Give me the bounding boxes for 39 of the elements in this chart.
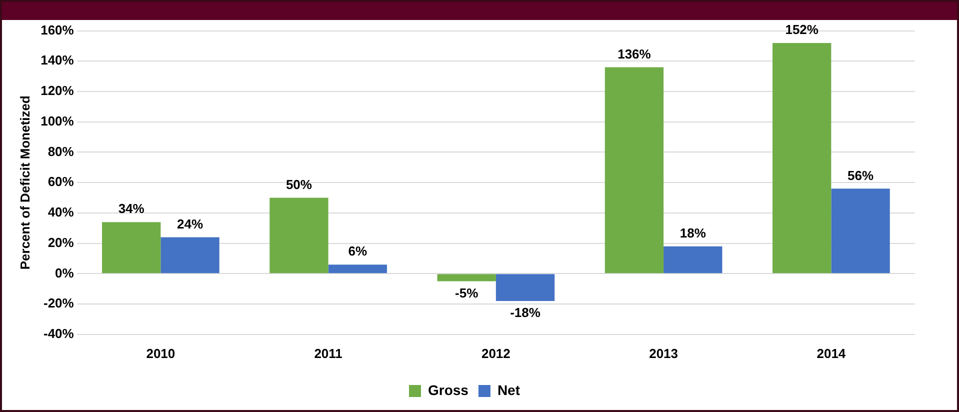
bar [604,67,664,274]
bar [270,198,328,274]
y-tick-label: 140% [40,52,74,68]
x-tick-label: 2014 [816,346,846,361]
data-label: -18% [510,305,541,320]
data-label: -5% [455,285,479,300]
bar [831,188,890,274]
data-label: 34% [118,201,145,216]
data-label: 24% [176,216,204,232]
y-tick-label: 40% [48,204,74,220]
legend-label: Gross [428,382,469,398]
data-label: 152% [785,22,819,38]
y-tick-label: -20% [43,296,74,311]
x-tick-label: 2013 [649,346,678,361]
bar [102,222,161,274]
bar [437,274,496,282]
data-label: 50% [286,176,312,192]
y-tick-label: -40% [43,326,74,341]
x-tick-label: 2010 [146,346,176,361]
data-label: 18% [680,225,706,240]
legend-label: Net [497,382,520,398]
bar [664,246,722,274]
y-tick-label: 0% [55,265,74,280]
bar [496,274,555,302]
y-tick-label: 60% [48,174,74,190]
bar [772,42,832,274]
data-label: 56% [848,168,874,183]
data-label: 6% [348,244,368,259]
y-axis-title: Percent of Deficit Monetized [17,96,32,270]
y-tick-label: 100% [40,113,74,128]
x-tick-label: 2011 [314,346,342,361]
data-label: 136% [618,46,652,62]
x-tick-label: 2012 [481,346,510,361]
y-tick-label: 80% [48,144,74,159]
y-tick-label: 120% [40,83,74,98]
bar [160,237,220,274]
y-tick-label: 20% [48,234,74,250]
bar [328,264,387,274]
y-tick-label: 160% [40,22,74,38]
